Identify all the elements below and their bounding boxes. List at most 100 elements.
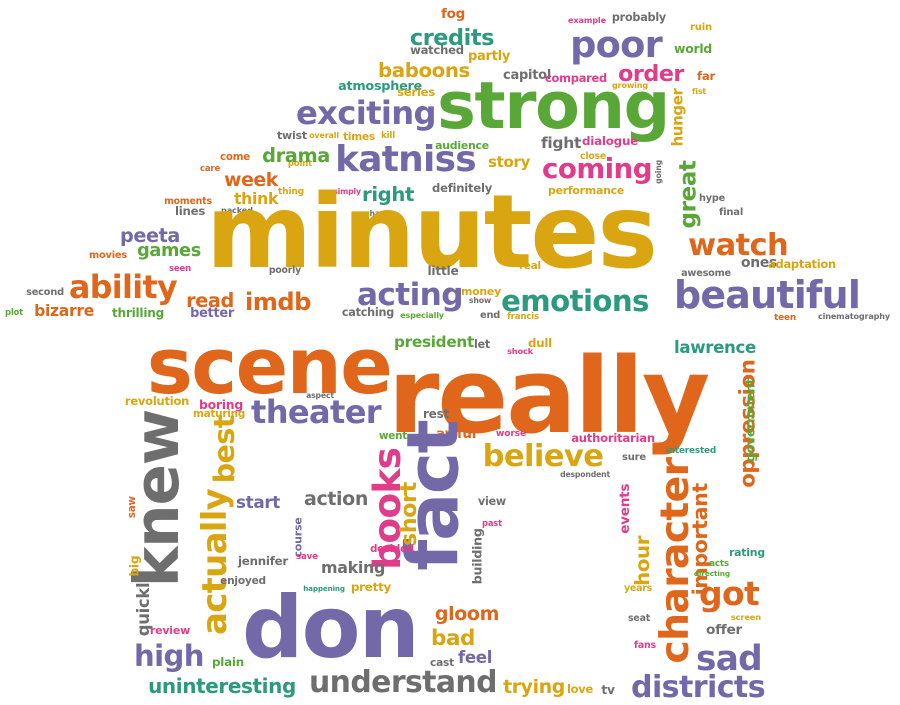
word-partly: partly: [468, 49, 511, 64]
word-drama: drama: [262, 144, 330, 168]
word-week: week: [224, 169, 278, 191]
word-world: world: [674, 40, 712, 56]
word-real: real: [519, 259, 541, 272]
word-definitely: definitely: [432, 181, 493, 196]
word-feel: feel: [458, 647, 493, 667]
word-movies: movies: [89, 250, 127, 262]
word-strong: strong: [437, 68, 670, 144]
word-past: past: [482, 517, 502, 528]
word-president: president: [394, 333, 474, 352]
word-ability: ability: [69, 270, 178, 307]
word-happening: happening: [303, 584, 345, 594]
word-plot: plot: [5, 306, 23, 317]
word-order: order: [618, 60, 684, 87]
word-packed: packed: [221, 204, 253, 215]
word-seen: seen: [169, 263, 191, 274]
word-show: show: [468, 296, 492, 306]
word-kill: kill: [381, 130, 396, 141]
word-scene: scene: [146, 322, 393, 413]
word-coming: coming: [542, 152, 653, 186]
word-hour: hour: [631, 536, 655, 586]
word-interested: interested: [665, 445, 717, 456]
word-especially: especially: [400, 310, 444, 320]
word-acting: acting: [357, 277, 464, 314]
word-short: short: [395, 482, 422, 546]
word-games: games: [137, 241, 201, 262]
word-worse: worse: [495, 428, 527, 440]
word-understand: understand: [309, 665, 498, 700]
word-read: read: [186, 289, 234, 313]
word-example: example: [568, 14, 606, 25]
word-got: got: [699, 573, 760, 613]
word-awesome: awesome: [681, 268, 731, 280]
word-start: start: [236, 491, 280, 512]
word-lawrence: lawrence: [674, 337, 756, 357]
word-emotions: emotions: [501, 284, 649, 319]
word-going: going: [654, 160, 664, 184]
word-exciting: exciting: [296, 93, 437, 132]
word-sure: sure: [622, 452, 646, 463]
word-actually: actually: [195, 488, 235, 635]
word-despondent: despondent: [560, 470, 610, 480]
word-tv: tv: [601, 682, 615, 697]
word-acts: acts: [709, 558, 729, 569]
word-boring: boring: [199, 396, 243, 412]
word-building: building: [469, 528, 485, 584]
word-bizarre: bizarre: [34, 302, 94, 321]
word-best: best: [207, 415, 241, 484]
word-overall: overall: [309, 131, 339, 140]
word-love: love: [567, 682, 593, 697]
word-rest: rest: [423, 407, 449, 421]
word-review: review: [149, 623, 191, 637]
word-lines: lines: [175, 204, 206, 219]
word-credits: credits: [409, 24, 495, 51]
word-seat: seat: [628, 613, 650, 625]
word-performance: performance: [548, 183, 625, 197]
word-adaptation: adaptation: [768, 257, 836, 272]
word-story: story: [488, 152, 531, 171]
word-capitol: capitol: [503, 67, 552, 83]
word-screen: screen: [730, 611, 762, 622]
word-atmosphere: atmosphere: [338, 78, 422, 94]
word-great: great: [675, 160, 702, 228]
word-close: close: [580, 151, 606, 163]
word-money: money: [461, 284, 501, 298]
word-believe: believe: [482, 438, 604, 474]
word-jennifer: jennifer: [238, 554, 288, 569]
word-teen: teen: [774, 312, 796, 323]
word-minutes: minutes: [206, 174, 658, 293]
word-come: come: [220, 150, 251, 163]
word-little: little: [427, 263, 459, 278]
word-right: right: [362, 183, 415, 207]
word-hunger: hunger: [668, 87, 687, 147]
word-cinematography: cinematography: [818, 311, 890, 321]
word-second: second: [26, 287, 64, 299]
word-aspect: aspect: [306, 391, 334, 401]
word-ruin: ruin: [690, 22, 713, 33]
word-really: really: [387, 334, 710, 457]
word-catching: catching: [341, 306, 395, 320]
word-fight: fight: [541, 134, 582, 153]
word-authoritarian: authoritarian: [571, 431, 655, 446]
word-probably: probably: [611, 11, 667, 25]
word-uninteresting: uninteresting: [148, 674, 296, 698]
word-revolution: revolution: [124, 394, 190, 409]
word-twist: twist: [277, 129, 307, 142]
word-thrilling: thrilling: [112, 306, 165, 320]
word-francis: francis: [507, 311, 539, 322]
word-awful: awful: [436, 427, 477, 443]
word-pretty: pretty: [350, 580, 392, 594]
word-save: save: [296, 551, 318, 562]
word-final: final: [719, 207, 744, 218]
word-action: action: [304, 487, 368, 510]
word-government: government: [742, 378, 758, 462]
word-watched: watched: [410, 43, 464, 58]
word-maturing: maturing: [193, 407, 246, 420]
word-dull: dull: [528, 336, 552, 351]
word-decided: decided: [370, 543, 414, 555]
word-care: care: [200, 163, 221, 174]
word-beautiful: beautiful: [674, 273, 861, 317]
word-compared: compared: [545, 71, 607, 86]
word-better: better: [190, 305, 234, 321]
